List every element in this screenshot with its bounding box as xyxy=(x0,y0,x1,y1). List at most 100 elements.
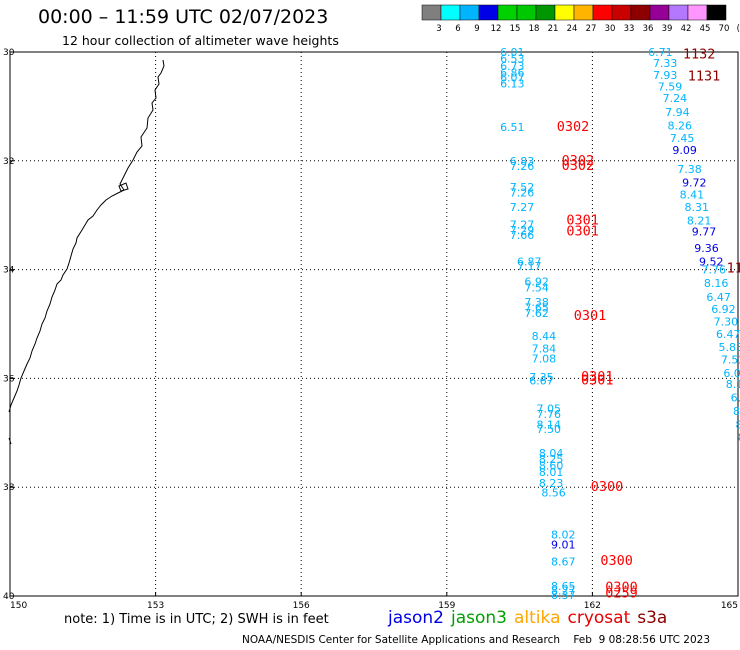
time-label: 0301 xyxy=(574,308,607,324)
time-label: 0301 xyxy=(566,224,599,240)
colorbar-label: 27 xyxy=(586,24,597,34)
colorbar-label: 70 xyxy=(719,24,730,34)
wave-height-point: 8.01 xyxy=(539,466,564,479)
colorbar-label: 39 xyxy=(662,24,673,34)
time-label: 0300 xyxy=(600,553,633,569)
plot-border xyxy=(9,51,739,597)
wave-height-point: 7.84 xyxy=(532,342,557,355)
colorbar-label: 24 xyxy=(567,24,578,34)
colorbar-swatch xyxy=(649,4,670,21)
wave-height-point: 8.27 xyxy=(551,585,576,598)
colorbar-swatch xyxy=(687,4,708,21)
plot-frame: 150 153 156 159 162 165 30 32 34 36 38 40 xyxy=(3,48,739,611)
footer-note: note: 1) Time is in UTC; 2) SWH is in fe… xyxy=(64,612,329,627)
wave-height-point: 6.01 xyxy=(723,367,740,380)
colorbar-swatch xyxy=(478,4,499,21)
x-tick-label: 159 xyxy=(438,601,455,611)
wave-height-point: 6.83 xyxy=(510,155,535,168)
wave-height-point: 8.25 xyxy=(539,453,564,466)
colorbar-label: 9 xyxy=(474,24,479,34)
colorbar-label: 36 xyxy=(643,24,654,34)
wave-height-point: 8.14 xyxy=(536,419,561,432)
wave-height-point: 7.54 xyxy=(524,282,549,295)
wave-height-point: 8.04 xyxy=(539,447,564,460)
wave-height-point: 8.44 xyxy=(532,330,557,343)
wave-height-point: 7.52 xyxy=(510,181,535,194)
wave-height-point: 8.60 xyxy=(539,459,564,472)
time-label: 1132 xyxy=(683,47,716,63)
wave-height-point: 7.38 xyxy=(677,163,702,176)
time-label: 0259 xyxy=(605,585,638,601)
colorbar-swatch xyxy=(611,4,632,21)
wave-height-point: 7.93 xyxy=(653,69,678,82)
wave-height-point: 7.17 xyxy=(517,260,542,273)
wave-height-point: 6.86 xyxy=(500,67,525,80)
wave-height-point: 6.53 xyxy=(500,53,525,66)
time-label: 0302 xyxy=(562,158,595,174)
wave-height-point: 8.21 xyxy=(687,215,712,228)
satellite-legend-item: altika xyxy=(514,608,561,628)
wave-height-point: 6.92 xyxy=(524,276,549,289)
wave-height-point: 6.67 xyxy=(529,375,554,388)
colorbar-label: 45 xyxy=(700,24,711,34)
wave-height-point: 7.33 xyxy=(653,57,678,70)
colorbar-swatch xyxy=(554,4,575,21)
wave-height-point: 8.37 xyxy=(551,589,576,602)
wave-height-point: 6.47 xyxy=(716,328,740,341)
altimeter-points: 6.016.536.736.866.076.136.516.837.267.52… xyxy=(500,46,740,602)
wave-height-point: 8.24 xyxy=(738,431,740,444)
wave-height-point: 7.66 xyxy=(510,229,535,242)
y-tick-label: 36 xyxy=(3,374,15,384)
time-label: 1131 xyxy=(688,68,721,84)
colorbar-swatch xyxy=(592,4,613,21)
wave-height-point: 7.35 xyxy=(529,371,554,384)
satellite-legend-item: jason3 xyxy=(451,608,507,628)
wave-height-point: 8.56 xyxy=(541,487,566,500)
wave-height-point: 8.12 xyxy=(726,378,740,391)
colorbar-swatch xyxy=(630,4,651,21)
wave-height-point: 7.05 xyxy=(536,402,561,415)
y-tick-label: 30 xyxy=(3,48,15,58)
wave-height-point: 9.09 xyxy=(672,144,697,157)
time-label: 0301 xyxy=(566,213,599,229)
wave-height-point: 5.83 xyxy=(718,341,740,354)
x-tick-label: 150 xyxy=(10,601,27,611)
wave-height-point: 9.52 xyxy=(699,255,724,268)
wave-height-point: 8.16 xyxy=(704,277,729,290)
wave-height-point: 8.30 xyxy=(735,419,740,432)
wave-height-point: 9.01 xyxy=(551,538,576,551)
satellite-legend-item: jason2 xyxy=(388,608,444,628)
coastline-inlet xyxy=(118,182,129,192)
coastline-path xyxy=(8,59,165,413)
wave-height-point: 6.72 xyxy=(731,391,740,404)
colorbar-label: 18 xyxy=(529,24,540,34)
wave-height-point: 7.65 xyxy=(524,302,549,315)
time-label: 0301 xyxy=(581,369,614,385)
wave-height-point: 7.26 xyxy=(510,186,535,199)
credit-line: NOAA/NESDIS Center for Satellite Applica… xyxy=(242,634,710,646)
colorbar-swatch xyxy=(573,4,594,21)
wave-height-point: 7.27 xyxy=(510,218,535,231)
wave-height-point: 7.94 xyxy=(665,106,690,119)
wave-height-point: 6.47 xyxy=(706,291,731,304)
satellite-legend-item: s3a xyxy=(637,608,668,628)
colorbar-label: 3 xyxy=(436,24,441,34)
wave-height-point: 6.13 xyxy=(500,78,525,91)
wave-height-point: 7.45 xyxy=(670,132,695,145)
wave-height-point: 6.71 xyxy=(648,46,673,59)
wave-height-point: 8.23 xyxy=(539,477,564,490)
chart-title: 00:00 – 11:59 UTC 02/07/2023 xyxy=(38,6,329,28)
wave-height-point: 8.67 xyxy=(551,556,576,569)
time-label: 0301 xyxy=(581,373,614,389)
colorbar-swatch xyxy=(706,4,727,21)
time-label: 0300 xyxy=(591,479,624,495)
y-tick-label: 38 xyxy=(3,483,15,493)
wave-height-point: 7.38 xyxy=(524,296,549,309)
colorbar-swatch xyxy=(516,4,537,21)
wave-height-point: 7.50 xyxy=(536,423,561,436)
colorbar-label: 15 xyxy=(510,24,521,34)
time-label: 0302 xyxy=(557,119,590,135)
wave-height-point: 7.62 xyxy=(524,307,549,320)
colorbar-label: (ft) xyxy=(737,24,740,34)
